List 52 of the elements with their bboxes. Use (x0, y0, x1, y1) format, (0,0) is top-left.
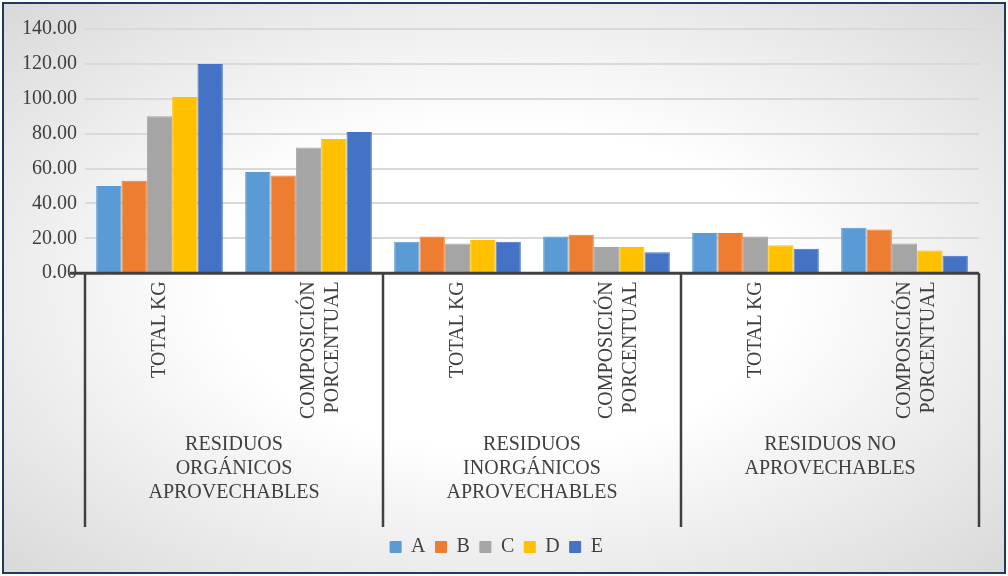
x-tick-label: COMPOSICIÓN PORCENTUAL (294, 281, 342, 420)
bar (495, 241, 521, 273)
x-tick-label: COMPOSICIÓN PORCENTUAL (592, 281, 640, 420)
legend-label: E (590, 534, 603, 557)
bar (942, 255, 968, 273)
bar (470, 240, 496, 273)
bar (543, 236, 569, 273)
bar (891, 243, 918, 273)
bar (96, 185, 122, 273)
legend-label: B (456, 534, 470, 557)
x-tick-label: TOTAL KG (146, 281, 169, 378)
bar (841, 227, 867, 273)
x-tick-label: COMPOSICIÓN PORCENTUAL (890, 281, 938, 420)
bar (768, 245, 794, 273)
bar (394, 241, 420, 273)
y-tick-label: 60.00 (32, 155, 77, 178)
x-tick-label: TOTAL KG (444, 281, 467, 378)
y-tick-label: 80.00 (32, 120, 77, 143)
bar (568, 234, 594, 273)
legend-label: C (500, 534, 515, 557)
bar (793, 248, 819, 273)
y-tick-label: 100.00 (22, 86, 77, 109)
y-tick-label: 140.00 (22, 16, 77, 39)
bar (917, 250, 943, 273)
bar (692, 233, 718, 273)
bar (866, 229, 892, 273)
bar (444, 243, 471, 273)
bar (321, 138, 347, 273)
y-tick-label: 40.00 (32, 190, 77, 213)
text: RESIDUOS INORGÁNICOS APROVECHABLES (446, 432, 618, 503)
bar (245, 172, 271, 273)
x-tick-label: TOTAL KG (742, 281, 765, 378)
y-tick-label: 20.00 (32, 225, 77, 248)
bar (270, 175, 296, 273)
bar (346, 131, 372, 273)
bar (742, 236, 769, 273)
bar (197, 63, 223, 273)
bar (146, 116, 173, 273)
bar (593, 247, 620, 273)
legend-label: A (411, 534, 427, 557)
bar (717, 233, 743, 273)
bar (419, 236, 445, 273)
y-tick-label: 120.00 (22, 51, 77, 74)
text: RESIDUOS NO APROVECHABLES (744, 432, 916, 479)
bar (619, 247, 645, 273)
bar (121, 180, 147, 273)
bar (295, 147, 322, 273)
y-tick-label: 0.00 (42, 260, 77, 283)
text: RESIDUOS ORGÁNICOS APROVECHABLES (148, 432, 320, 503)
bar (644, 252, 670, 273)
bar (172, 97, 198, 273)
legend-label: D (545, 534, 560, 557)
